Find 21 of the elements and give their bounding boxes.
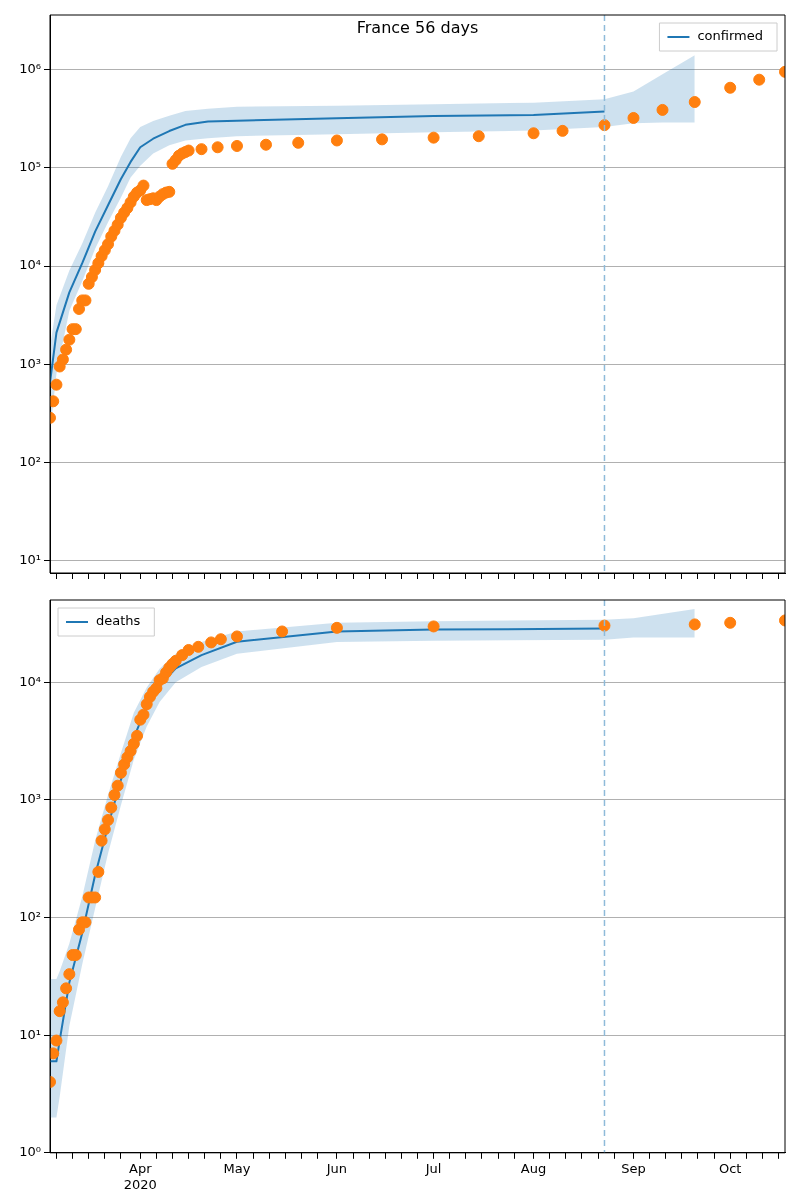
x-tick-label: May xyxy=(223,1160,251,1176)
y-tick-label: 10⁴ xyxy=(19,673,41,689)
x-tick-label: Jun xyxy=(325,1160,348,1176)
x-tick-label: Sep xyxy=(621,1160,646,1176)
x-tick-label: Apr 2020 xyxy=(123,1160,157,1192)
x-tick-label: Jul xyxy=(424,1160,442,1176)
y-tick-label: 10¹ xyxy=(19,1026,41,1042)
y-tick-label: 10¹ xyxy=(19,552,41,568)
x-tick-label: Aug xyxy=(520,1160,547,1176)
y-tick-label: 10³ xyxy=(19,791,41,807)
y-tick-label: 10⁵ xyxy=(19,159,41,175)
chart-title: France 56 days xyxy=(356,18,479,38)
y-tick-label: 10⁰ xyxy=(19,1144,41,1160)
legend-label: deaths xyxy=(96,613,141,629)
y-tick-label: 10² xyxy=(19,908,41,924)
y-tick-label: 10⁴ xyxy=(19,257,41,273)
x-tick-label: Oct xyxy=(718,1160,742,1176)
y-tick-label: 10⁶ xyxy=(19,61,41,77)
legend-label: confirmed xyxy=(697,28,763,44)
y-tick-label: 10³ xyxy=(19,355,41,371)
y-tick-label: 10² xyxy=(19,453,41,469)
